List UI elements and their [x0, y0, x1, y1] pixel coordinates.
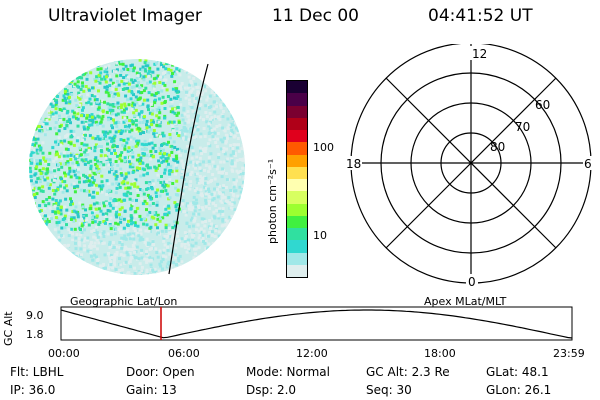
colorbar-tick-100: 100 — [313, 141, 334, 154]
terminator-line — [168, 63, 209, 275]
lat-label-80: 80 — [490, 140, 505, 154]
altitude-axis-label: GC Alt — [2, 311, 15, 346]
time-tick-0000: 00:00 — [48, 347, 80, 360]
gain-info: Gain: 13 — [126, 383, 177, 397]
altitude-curve — [60, 309, 573, 339]
ip-info: IP: 36.0 — [10, 383, 56, 397]
mlt-diagonal-b — [385, 77, 557, 249]
altitude-plot — [60, 306, 573, 341]
colorbar-unit-label: photon cm⁻²s⁻¹ — [266, 158, 279, 244]
colorbar-segment-3 — [287, 117, 307, 130]
time-label: 04:41:52 UT — [428, 6, 533, 26]
colorbar-tick-10: 10 — [313, 229, 327, 242]
altitude-min-label: 1.8 — [26, 328, 44, 341]
color-scale-bar — [286, 80, 308, 278]
instrument-title: Ultraviolet Imager — [48, 6, 202, 26]
mlt-label-right: 6 — [584, 157, 592, 171]
colorbar-segment-14 — [287, 252, 307, 265]
colorbar-segment-0 — [287, 81, 307, 94]
altitude-max-label: 9.0 — [26, 309, 44, 322]
time-tick-1200: 12:00 — [296, 347, 328, 360]
polar-mlat-mlt-plot: 12 18 6 0 60 70 80 — [344, 44, 595, 289]
colorbar-segment-5 — [287, 142, 307, 155]
time-tick-1800: 18:00 — [424, 347, 456, 360]
apex-label: Apex MLat/MLT — [424, 295, 507, 308]
colorbar-segment-4 — [287, 130, 307, 143]
glat-info: GLat: 48.1 — [486, 365, 549, 379]
geographic-label: Geographic Lat/Lon — [70, 295, 178, 308]
colorbar-segment-13 — [287, 240, 307, 253]
door-info: Door: Open — [126, 365, 195, 379]
mlt-label-left: 18 — [346, 157, 361, 171]
colorbar-segment-9 — [287, 191, 307, 204]
mlt-label-top: 12 — [472, 47, 487, 61]
colorbar-segment-12 — [287, 228, 307, 241]
auroral-intensity-speckles — [29, 59, 245, 275]
colorbar-segment-15 — [287, 264, 307, 277]
colorbar-segment-7 — [287, 166, 307, 179]
auroral-image-disc — [29, 59, 245, 275]
dsp-info: Dsp: 2.0 — [246, 383, 297, 397]
seq-info: Seq: 30 — [366, 383, 412, 397]
lat-label-60: 60 — [535, 98, 550, 112]
glon-info: GLon: 26.1 — [486, 383, 552, 397]
time-tick-2359: 23:59 — [553, 347, 585, 360]
time-tick-0600: 06:00 — [168, 347, 200, 360]
lat-label-70: 70 — [515, 120, 530, 134]
colorbar-segment-6 — [287, 154, 307, 167]
colorbar-segment-8 — [287, 179, 307, 192]
colorbar-segment-2 — [287, 105, 307, 118]
mode-info: Mode: Normal — [246, 365, 330, 379]
colorbar-segment-10 — [287, 203, 307, 216]
colorbar-segment-1 — [287, 93, 307, 106]
gc-alt-info: GC Alt: 2.3 Re — [366, 365, 450, 379]
mlt-label-bottom: 0 — [468, 275, 476, 289]
date-label: 11 Dec 00 — [272, 6, 359, 26]
colorbar-segment-11 — [287, 215, 307, 228]
filter-info: Flt: LBHL — [10, 365, 64, 379]
